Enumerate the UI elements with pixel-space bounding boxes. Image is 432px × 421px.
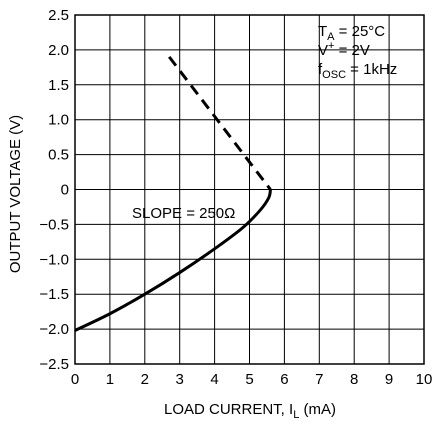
x-tick-label: 0	[71, 371, 79, 388]
y-tick-label: 2.0	[48, 42, 69, 59]
condition-subscript: A	[327, 31, 335, 43]
x-tick-label: 5	[245, 371, 253, 388]
condition-value: = 25°C	[335, 23, 386, 40]
condition-line: V+ = 2V	[318, 40, 370, 59]
x-axis-title-main: LOAD CURRENT, I	[164, 401, 293, 418]
condition-superscript: +	[328, 40, 334, 52]
x-tick-label: 1	[106, 371, 114, 388]
y-tick-label: −1.0	[39, 251, 69, 268]
x-tick-label: 4	[210, 371, 218, 388]
condition-value: = 1kHz	[346, 61, 397, 78]
condition-line: TA = 25°C	[318, 23, 385, 43]
y-axis-title: OUTPUT VOLTAGE (V)	[7, 115, 24, 273]
series	[74, 55, 272, 332]
condition-line: fOSC = 1kHz	[318, 61, 397, 81]
x-tick-label: 2	[141, 371, 149, 388]
x-tick-label: 10	[416, 371, 432, 388]
x-tick-label: 6	[280, 371, 288, 388]
y-tick-label: 0	[61, 182, 69, 199]
y-tick-label: 2.5	[48, 7, 69, 24]
y-tick-label: −1.5	[39, 286, 69, 303]
slope-annotation: SLOPE = 250Ω	[132, 205, 235, 222]
plot-frame	[74, 14, 425, 365]
x-tick-label: 3	[176, 371, 184, 388]
x-axis-title-sub: L	[293, 409, 299, 421]
y-tick-label: 1.5	[48, 77, 69, 94]
y-tick-label: 0.5	[48, 147, 69, 164]
y-tick-label: −2.5	[39, 356, 69, 373]
condition-symbol: T	[318, 23, 327, 40]
condition-value: = 2V	[334, 42, 369, 59]
x-tick-label: 9	[385, 371, 393, 388]
y-tick-label: 1.0	[48, 112, 69, 129]
condition-symbol: f	[318, 61, 323, 78]
y-tick-label: −0.5	[39, 216, 69, 233]
condition-symbol: V	[318, 42, 328, 59]
x-tick-label: 8	[350, 371, 358, 388]
y-tick-label: −2.0	[39, 321, 69, 338]
condition-subscript: OSC	[322, 69, 346, 81]
tick-labels: 0 1 2 3 4 5 6 7 8 9 10 2.5 2.0 1.5 1.0 0.5 0 −0.5 −1.0 −1.5…	[39, 7, 432, 388]
x-axis-title: LOAD CURRENT, IL (mA)	[164, 401, 336, 421]
x-tick-label: 7	[315, 371, 323, 388]
solid-series-line	[74, 189, 272, 332]
dashed-series-line	[168, 55, 272, 191]
x-axis-title-unit: (mA)	[299, 401, 336, 418]
